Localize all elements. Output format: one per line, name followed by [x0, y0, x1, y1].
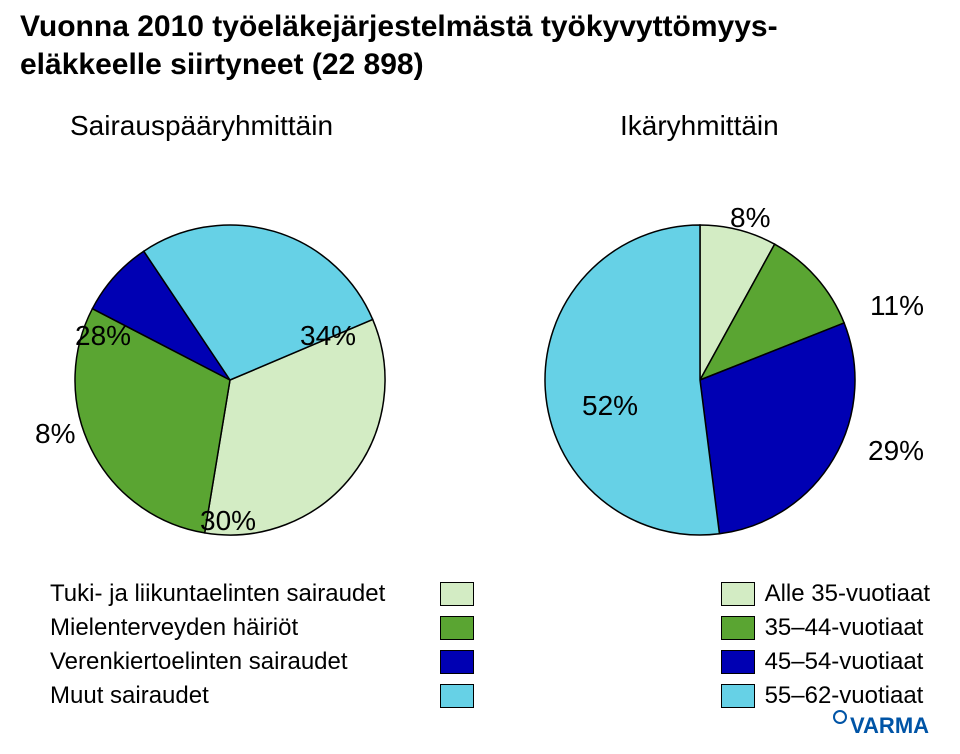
legend-row: 45–54-vuotiaat: [721, 648, 930, 676]
pie-slice-label: 11%: [870, 290, 924, 322]
pie-slice-label: 28%: [75, 320, 131, 352]
legend-label: 45–54-vuotiaat: [765, 648, 924, 676]
pie-slice-label: 29%: [868, 435, 924, 467]
pie-slice-label: 30%: [200, 505, 256, 537]
legend-label: 55–62-vuotiaat: [765, 682, 924, 710]
pie-slice: [545, 225, 719, 535]
legend-right: Alle 35-vuotiaat 35–44-vuotiaat 45–54-vuot…: [721, 580, 930, 710]
legend-row: 35–44-vuotiaat: [721, 614, 930, 642]
legend-row: Verenkiertoelinten sairaudet: [50, 648, 474, 676]
legend-row: Tuki- ja liikuntaelinten sairaudet: [50, 580, 474, 608]
legend-swatch: [440, 650, 474, 674]
svg-text:VARMA: VARMA: [850, 713, 929, 738]
legend-swatch: [721, 582, 755, 606]
legend-row: Mielenterveyden häiriöt: [50, 614, 474, 642]
legend-label: Verenkiertoelinten sairaudet: [50, 648, 430, 676]
legend-swatch: [721, 650, 755, 674]
page-title: Vuonna 2010 työeläkejärjestelmästä työky…: [0, 8, 960, 83]
legend-label: 35–44-vuotiaat: [765, 614, 924, 642]
pie-slice-label: 8%: [35, 418, 75, 450]
logo: VARMA: [832, 709, 942, 744]
legend-swatch: [440, 582, 474, 606]
pie-slice-label: 8%: [730, 202, 770, 234]
legend-label: Alle 35-vuotiaat: [765, 580, 930, 608]
legend-swatch: [721, 684, 755, 708]
subtitle-right: Ikäryhmittäin: [620, 110, 779, 142]
legend-row: 55–62-vuotiaat: [721, 682, 930, 710]
legend-label: Mielenterveyden häiriöt: [50, 614, 430, 642]
pie-chart-right: [543, 223, 857, 537]
legends: Tuki- ja liikuntaelinten sairaudet Mielen…: [50, 580, 930, 710]
pie-chart-left: [73, 223, 387, 537]
pie-slice-label: 52%: [582, 390, 638, 422]
pie-slice-label: 34%: [300, 320, 356, 352]
legend-row: Alle 35-vuotiaat: [721, 580, 930, 608]
legend-left: Tuki- ja liikuntaelinten sairaudet Mielen…: [50, 580, 474, 710]
legend-swatch: [440, 616, 474, 640]
page: Vuonna 2010 työeläkejärjestelmästä työky…: [0, 0, 960, 754]
legend-swatch: [440, 684, 474, 708]
subtitle-left: Sairauspääryhmittäin: [70, 110, 333, 142]
legend-swatch: [721, 616, 755, 640]
legend-label: Muut sairaudet: [50, 682, 430, 710]
legend-label: Tuki- ja liikuntaelinten sairaudet: [50, 580, 430, 608]
legend-row: Muut sairaudet: [50, 682, 474, 710]
